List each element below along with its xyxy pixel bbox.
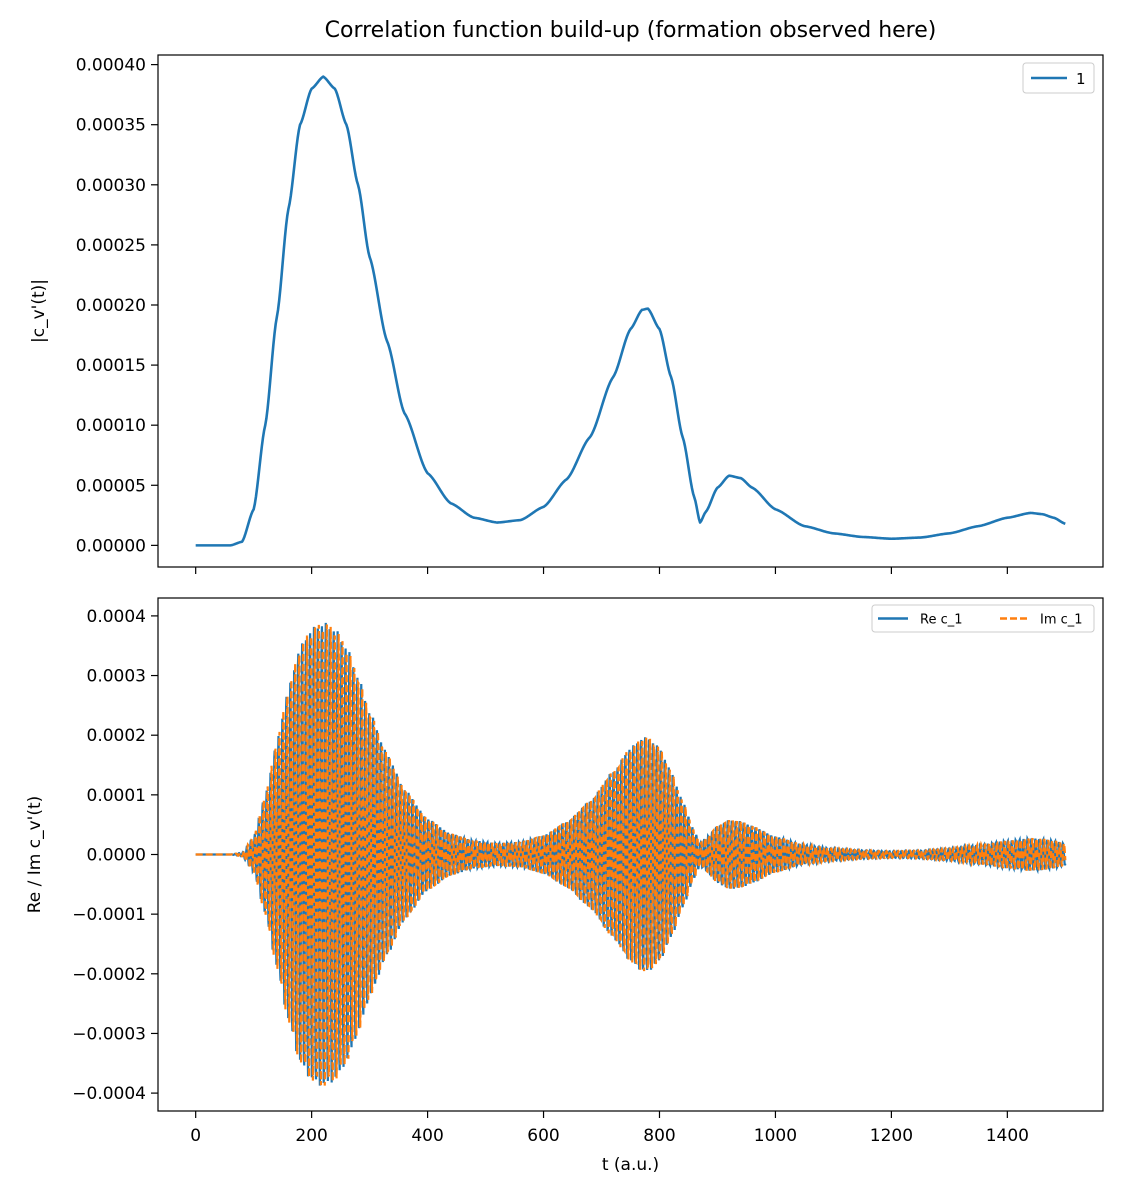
y-tick-label: 0.00040 bbox=[76, 56, 146, 76]
panel-2: −0.0004 −0.0003 −0.0002 −0.0001 0.0000 0.0001… bbox=[25, 597, 1104, 1175]
data-layer bbox=[195, 75, 1066, 547]
series-line-im-c_1 bbox=[195, 624, 1067, 1086]
panel-1: 0.00000 0.00005 0.00010 0.00015 0.00020 0.000… bbox=[29, 54, 1104, 574]
data-layer bbox=[195, 622, 1067, 1086]
x-axis-label: t (a.u.) bbox=[602, 1155, 659, 1175]
y-tick-label: 0.00010 bbox=[76, 416, 146, 436]
legend-label: 1 bbox=[1076, 70, 1086, 88]
x-tick-label: 200 bbox=[295, 1126, 327, 1146]
y-tick-label: 0.0000 bbox=[87, 846, 146, 866]
series-line-1 bbox=[195, 75, 1066, 547]
x-tick-label: 1200 bbox=[870, 1126, 913, 1146]
y-tick-label: 0.00015 bbox=[76, 356, 146, 376]
legend-label: Im c_1 bbox=[1040, 613, 1083, 628]
legend: Re c_1 Im c_1 bbox=[871, 604, 1095, 633]
x-tick-label: 800 bbox=[643, 1126, 675, 1146]
y-tick-label: 0.00035 bbox=[76, 116, 146, 136]
y-tick-label: 0.0003 bbox=[87, 667, 146, 687]
y-tick-label: 0.00025 bbox=[76, 236, 146, 256]
y-tick-label: 0.0004 bbox=[87, 607, 146, 627]
x-tick-label: 1400 bbox=[986, 1126, 1029, 1146]
x-tick-label: 1000 bbox=[754, 1126, 797, 1146]
chart-title: Correlation function build-up (formation… bbox=[324, 18, 937, 43]
y-tick-label: 0.00000 bbox=[76, 536, 146, 556]
legend-box bbox=[871, 604, 1095, 633]
y-tick-label: 0.00030 bbox=[76, 176, 146, 196]
y-tick-label: 0.0002 bbox=[87, 726, 146, 746]
y-axis-label: |c_v'(t)| bbox=[29, 279, 49, 343]
y-tick-label: −0.0003 bbox=[72, 1024, 146, 1044]
axes-frame bbox=[157, 597, 1104, 1112]
y-tick-label: −0.0001 bbox=[72, 905, 146, 925]
y-tick-label: 0.00020 bbox=[76, 296, 146, 316]
y-tick-label: −0.0002 bbox=[72, 965, 146, 985]
y-tick-label: −0.0004 bbox=[72, 1084, 146, 1104]
y-tick-label: 0.00005 bbox=[76, 476, 146, 496]
y-tick-label: 0.0001 bbox=[87, 786, 146, 806]
x-tick-label: 0 bbox=[190, 1126, 201, 1146]
x-tick-label: 600 bbox=[527, 1126, 559, 1146]
legend-label: Re c_1 bbox=[920, 613, 963, 628]
legend: 1 bbox=[1022, 62, 1095, 94]
y-axis-label: Re / Im c_v'(t) bbox=[25, 796, 45, 914]
axes-frame bbox=[157, 54, 1104, 568]
x-tick-label: 400 bbox=[411, 1126, 443, 1146]
